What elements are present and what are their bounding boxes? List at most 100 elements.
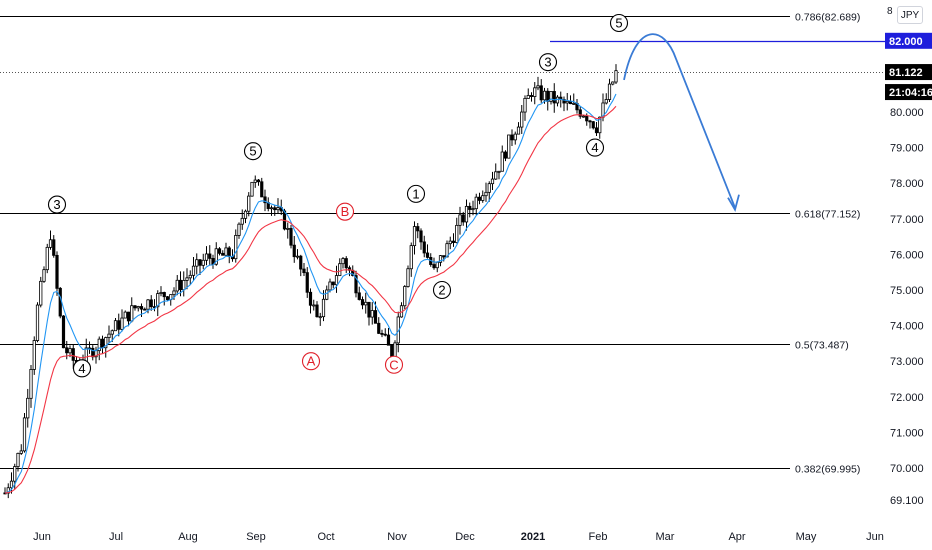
candle-body bbox=[39, 280, 43, 306]
wave-circle-3 bbox=[301, 352, 321, 371]
candle-body bbox=[380, 332, 384, 335]
x-tick-label-5: Nov bbox=[387, 531, 407, 543]
candle-body bbox=[539, 85, 543, 101]
ema-slow-line bbox=[4, 105, 617, 494]
candle-body bbox=[458, 214, 462, 226]
candle-body bbox=[572, 102, 576, 105]
y-tick-label-7: 76.000 bbox=[890, 249, 924, 261]
candle-body bbox=[198, 259, 202, 266]
wave-label-3: A bbox=[307, 354, 316, 369]
y-tick-label-9: 78.000 bbox=[890, 178, 924, 190]
candle-body bbox=[328, 281, 332, 291]
candle-body bbox=[312, 304, 316, 307]
candle-body bbox=[451, 240, 456, 243]
candle-body bbox=[432, 264, 436, 269]
candle-body bbox=[321, 298, 326, 318]
projection bbox=[623, 33, 740, 213]
wave-circle-0 bbox=[47, 195, 67, 214]
candle-body bbox=[68, 348, 72, 354]
y-tick-label-8: 77.000 bbox=[890, 214, 924, 226]
candle-body bbox=[581, 115, 586, 118]
wave-label-2: 5 bbox=[249, 144, 256, 159]
candle-body bbox=[370, 310, 374, 318]
y-tick-label-4: 73.000 bbox=[890, 356, 924, 368]
candle-body bbox=[331, 281, 335, 286]
wave-circle-1 bbox=[72, 359, 92, 378]
candle-body bbox=[100, 338, 105, 349]
candle-body bbox=[195, 259, 199, 267]
candle-body bbox=[224, 247, 228, 256]
fib-levels: 0.786(82.689) 0.618(77.152) 0.5(73.487) 0.3… bbox=[0, 12, 885, 476]
candle-body bbox=[334, 275, 339, 286]
candle-body bbox=[65, 347, 69, 354]
candle-body bbox=[542, 90, 547, 101]
candle-body bbox=[35, 304, 40, 341]
candle-body bbox=[208, 253, 212, 259]
candle-body bbox=[308, 291, 313, 306]
candle-body bbox=[552, 91, 556, 104]
candle-body bbox=[604, 99, 608, 104]
candle-body bbox=[481, 195, 485, 201]
wave-label-7: 2 bbox=[438, 283, 445, 298]
candle-body bbox=[416, 226, 420, 232]
axis-top-label: 8 bbox=[887, 6, 893, 17]
wave-label-8: 3 bbox=[544, 55, 551, 70]
candle-body bbox=[367, 301, 371, 318]
candle-body bbox=[227, 247, 231, 258]
candle-body bbox=[360, 299, 365, 306]
candle-body bbox=[338, 263, 342, 276]
price-tag-bg-1 bbox=[885, 64, 932, 81]
candle-body bbox=[513, 133, 517, 141]
y-tick-label-11: 80.000 bbox=[890, 107, 924, 119]
price-tag-target: 82.000 bbox=[889, 36, 923, 48]
x-tick-label-7: 2021 bbox=[521, 531, 545, 543]
candle-body bbox=[104, 337, 108, 349]
projection-path[interactable] bbox=[623, 33, 736, 209]
price-tag-countdown: 21:04:16 bbox=[889, 87, 932, 99]
currency-badge[interactable]: JPY bbox=[897, 6, 923, 24]
candle-body bbox=[126, 311, 131, 322]
candle-body bbox=[546, 90, 550, 102]
candle-body bbox=[204, 253, 209, 261]
candle-body bbox=[42, 269, 46, 282]
candle-body bbox=[325, 289, 329, 300]
candle-body bbox=[442, 255, 446, 258]
candle-body bbox=[55, 254, 59, 289]
candle-body bbox=[373, 310, 378, 324]
fib-label-0: 0.786(82.689) bbox=[795, 12, 860, 24]
candle-body bbox=[113, 320, 118, 332]
candle-body bbox=[286, 227, 290, 230]
candle-body bbox=[594, 127, 599, 134]
candle-body bbox=[276, 207, 280, 211]
candle-body bbox=[260, 181, 264, 198]
candle-body bbox=[565, 100, 569, 104]
candle-body bbox=[159, 292, 163, 294]
candle-body bbox=[490, 178, 495, 185]
candle-body bbox=[117, 320, 121, 330]
candle-body bbox=[292, 244, 296, 258]
candle-body bbox=[143, 308, 147, 311]
candle-body bbox=[97, 338, 101, 352]
x-tick-label-1: Jul bbox=[109, 531, 123, 543]
candle-body bbox=[529, 95, 534, 97]
price-axis[interactable]: 69.100 70.000 71.000 72.000 73.000 74.000 75.0… bbox=[890, 107, 924, 507]
candle-body bbox=[149, 299, 153, 308]
wave-labels: 3 4 5 A B C 1 2 3 4 5 bbox=[47, 13, 629, 378]
candle-body bbox=[299, 255, 303, 270]
candle-body bbox=[256, 179, 261, 183]
candle-body bbox=[253, 179, 257, 183]
candle-body bbox=[377, 322, 381, 334]
projection-arrowhead bbox=[727, 194, 740, 213]
time-axis[interactable]: Jun Jul Aug Sep Oct Nov Dec 2021 Feb Mar Apr May Jun bbox=[33, 531, 884, 543]
candle-body bbox=[71, 348, 75, 361]
candle-body bbox=[364, 301, 368, 306]
candle-body bbox=[32, 340, 36, 370]
wave-label-1: 4 bbox=[78, 361, 85, 376]
candle-body bbox=[578, 109, 582, 117]
candle-body bbox=[22, 417, 27, 452]
candle-body bbox=[386, 334, 391, 346]
candle-body bbox=[435, 261, 439, 269]
candle-body bbox=[422, 241, 426, 254]
candle-body bbox=[406, 268, 410, 287]
